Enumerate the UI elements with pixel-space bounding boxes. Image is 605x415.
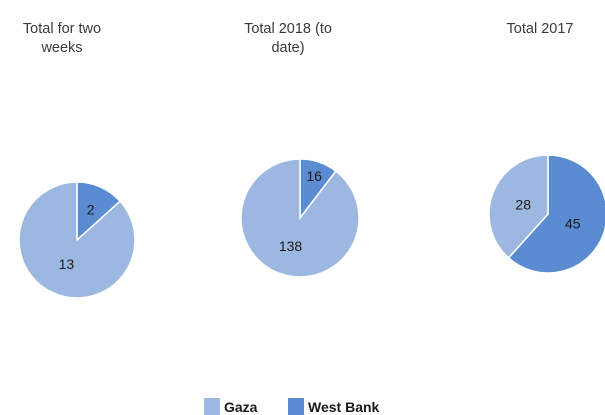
chart-2-slice-gaza <box>240 158 360 278</box>
chart-2-title-line-1: Total 2018 (to <box>244 21 332 37</box>
chart-2-title-line-2: date) <box>271 40 304 56</box>
chart-1-label-west-bank: 2 <box>87 201 95 217</box>
legend-label-gaza: Gaza <box>224 399 258 415</box>
legend-swatch-gaza <box>204 398 220 415</box>
chart-1-title-line-2: weeks <box>40 40 82 56</box>
chart-3-labels: 45 28 <box>515 197 580 232</box>
chart-1-labels: 2 13 <box>59 201 95 272</box>
chart-3-slice-gaza <box>488 154 549 259</box>
chart-2-label-gaza: 138 <box>279 238 303 254</box>
chart-3-slice-west-bank <box>507 154 605 274</box>
chart-2-label-west-bank: 16 <box>306 168 322 184</box>
chart-1-slice-gaza <box>18 181 136 299</box>
legend-label-west-bank: West Bank <box>308 399 380 415</box>
pie-chart-1: Total for two weeks 2 13 <box>18 21 136 299</box>
chart-1-title-line-1: Total for two <box>23 21 101 37</box>
legend: Gaza West Bank <box>204 398 380 415</box>
chart-3-title-line-1: Total 2017 <box>507 21 574 37</box>
chart-3-slices <box>488 154 605 274</box>
chart-3-label-west-bank: 45 <box>565 215 581 231</box>
chart-2-slices <box>240 158 360 278</box>
chart-2-labels: 16 138 <box>279 168 322 254</box>
chart-3-label-gaza: 28 <box>515 197 531 213</box>
pie-chart-3: Total 2017 45 28 <box>488 21 605 274</box>
legend-swatch-west-bank <box>288 398 304 415</box>
pie-chart-2: Total 2018 (to date) 16 138 <box>240 21 360 278</box>
chart-1-slices <box>18 181 136 299</box>
chart-1-label-gaza: 13 <box>59 256 75 272</box>
